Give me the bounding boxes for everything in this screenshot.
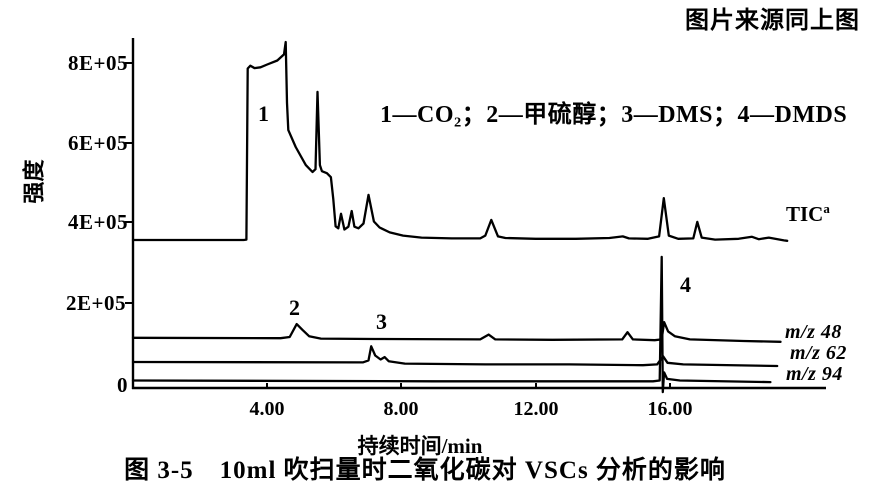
x-tick-12: 12.00: [513, 398, 559, 420]
tic-text: TIC: [786, 202, 824, 226]
x-axis-label: 持续时间/min: [357, 434, 483, 458]
peak-label-3: 3: [376, 309, 387, 334]
peak-label-2: 2: [289, 295, 300, 320]
trace-mz94: [131, 255, 772, 394]
trace-label-mz94: m/z 94: [786, 363, 843, 385]
y-tick-6e05: 6E+05: [68, 131, 128, 155]
y-axis-label: 强度: [21, 159, 47, 204]
y-tick-8e05: 8E+05: [68, 51, 128, 75]
source-note: 图片来源同上图: [685, 8, 860, 34]
legend: 1—CO₂；2—甲硫醇；3—DMS；4—DMDS: [380, 102, 848, 128]
tic-superscript: a: [823, 201, 830, 216]
x-tick-4: 4.00: [249, 398, 285, 420]
x-axis-ticks: [266, 383, 671, 389]
x-tick-16: 16.00: [647, 398, 693, 420]
y-axis-ticks: [125, 62, 134, 304]
trace-mz62: [131, 345, 779, 368]
trace-mz48: [131, 320, 782, 343]
y-tick-0: 0: [117, 373, 128, 397]
peak-label-4: 4: [680, 272, 691, 297]
plot-axes: [131, 38, 826, 390]
trace-tic: [131, 40, 789, 242]
y-tick-4e05: 4E+05: [68, 210, 128, 234]
trace-label-mz62: m/z 62: [790, 342, 847, 364]
trace-label-mz48: m/z 48: [785, 321, 842, 343]
figure-caption: 图 3-5 10ml 吹扫量时二氧化碳对 VSCs 分析的影响: [124, 457, 726, 484]
trace-label-tic: TICa: [786, 202, 830, 225]
x-tick-8: 8.00: [383, 398, 419, 420]
peak-label-1: 1: [258, 101, 269, 126]
y-tick-2e05: 2E+05: [66, 291, 126, 315]
